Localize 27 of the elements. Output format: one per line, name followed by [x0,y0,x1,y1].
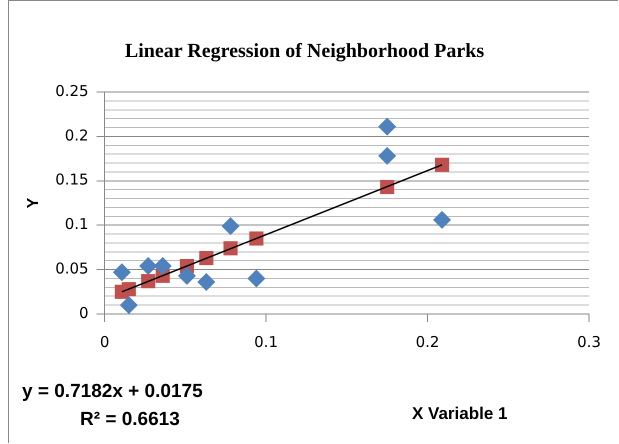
point [378,146,396,165]
point [120,296,138,314]
point [178,266,196,285]
text: y = 0.7182x + 0.0175 [22,381,203,403]
x-tick-label: 0.2 [416,332,440,351]
y-tick-label: 0.2 [64,126,89,144]
point [154,257,172,276]
y-axis-title: Y [25,197,42,208]
point [434,158,450,172]
y-tick-label: 0.05 [55,259,89,278]
y-tick-label: 0.1 [64,215,89,234]
x-tick-label: 0 [100,332,110,351]
text: R² = 0.6613 [80,409,180,431]
point [378,118,396,136]
x-tick-label: 0.3 [577,332,601,351]
x-tick-label: 0.1 [254,332,278,351]
y-tick-label: 0 [79,304,89,322]
point [247,269,266,288]
point [139,257,158,276]
y-tick-label: 0.25 [55,82,89,100]
point [222,217,240,236]
point [433,210,452,229]
point [112,263,131,282]
y-tick-label: 0.15 [55,170,89,189]
x-axis-title: X Variable 1 [412,404,508,424]
chart-title: Linear Regression of Neighborhood Parks [124,40,484,62]
point [197,273,216,292]
